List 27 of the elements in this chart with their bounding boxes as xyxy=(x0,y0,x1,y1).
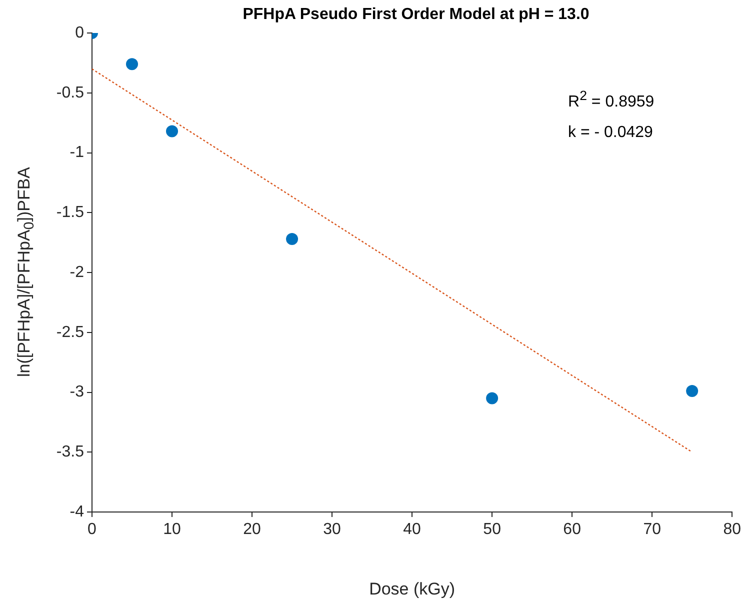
x-tick-label: 70 xyxy=(643,521,662,538)
y-tick-label: -3 xyxy=(70,384,84,401)
chart-title: PFHpA Pseudo First Order Model at pH = 13.0 xyxy=(242,6,590,24)
x-tick-label: 20 xyxy=(243,521,262,538)
x-tick-label: 80 xyxy=(723,521,742,538)
point xyxy=(286,232,298,245)
x-axis-title: Dose (kGy) xyxy=(369,579,456,598)
x-tick-label: 10 xyxy=(163,521,182,538)
point xyxy=(486,392,498,404)
y-tick-label: -2 xyxy=(70,264,84,281)
point xyxy=(686,385,698,398)
point xyxy=(126,58,138,70)
x-tick-label: 40 xyxy=(403,521,422,538)
point xyxy=(166,125,178,138)
annotation: R$^{2}$ = 0.8959 xyxy=(568,88,654,112)
y-tick-label: -2.5 xyxy=(56,324,84,341)
y-tick-label: -3.5 xyxy=(56,444,84,461)
x-tick-label: 60 xyxy=(563,521,582,538)
y-tick-label: -0.5 xyxy=(56,84,84,102)
y-tick-label: -1.5 xyxy=(56,204,84,222)
y-tick-label: -1 xyxy=(70,144,84,162)
y-tick-label: -4 xyxy=(70,503,84,520)
x-tick-label: 30 xyxy=(323,521,342,538)
x-tick-label: 0 xyxy=(88,521,97,538)
x-tick-label: 50 xyxy=(483,521,502,538)
annotation: k = - 0.0429 xyxy=(568,124,653,142)
y-tick-label: 0 xyxy=(75,24,84,42)
